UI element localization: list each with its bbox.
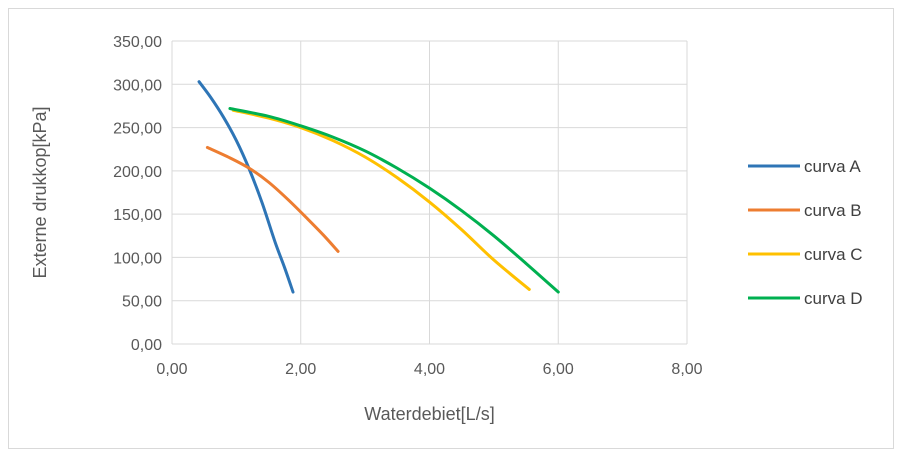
y-tick-label: 50,00 [122,294,162,311]
x-axis-title: Waterdebiet[L/s] [364,404,494,424]
series-line-curva-d [230,109,558,293]
series-line-curva-c [233,110,529,289]
y-tick-label: 350,00 [113,34,162,51]
y-tick-label: 250,00 [113,121,162,138]
y-tick-label: 200,00 [113,164,162,181]
x-tick-label: 4,00 [414,361,445,378]
x-tick-label: 8,00 [671,361,702,378]
y-tick-label: 150,00 [113,207,162,224]
x-tick-label: 0,00 [156,361,187,378]
y-axis-title: Externe drukkop[kPa] [30,106,50,278]
y-tick-label: 100,00 [113,250,162,267]
legend-label-curva-a: curva A [804,157,861,176]
legend-label-curva-b: curva B [804,201,862,220]
x-tick-label: 2,00 [285,361,316,378]
x-tick-label: 6,00 [543,361,574,378]
legend-label-curva-c: curva C [804,245,863,264]
y-tick-label: 300,00 [113,77,162,94]
y-tick-label: 0,00 [131,337,162,354]
legend-label-curva-d: curva D [804,289,863,308]
